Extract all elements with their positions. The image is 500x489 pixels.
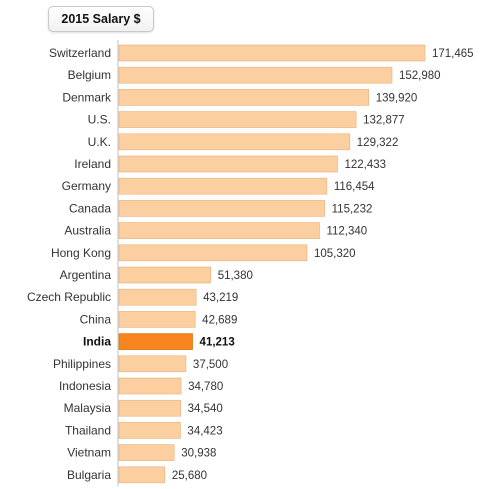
bar-malaysia	[118, 399, 181, 417]
value-label: 34,540	[188, 403, 223, 415]
category-label: Philippines	[53, 357, 111, 371]
bar-canada	[118, 200, 325, 217]
category-label: Ireland	[74, 157, 111, 171]
value-label: 43,219	[203, 292, 238, 304]
category-label: Australia	[64, 224, 111, 238]
bar-china	[118, 311, 196, 328]
value-label: 122,433	[344, 159, 386, 171]
category-label: Denmark	[62, 90, 112, 104]
category-label: India	[83, 335, 111, 349]
value-label: 115,232	[332, 203, 373, 215]
category-label: China	[80, 312, 112, 326]
bar-india	[118, 333, 193, 350]
value-label: 42,689	[202, 314, 237, 326]
bar-switzerland	[118, 44, 426, 62]
value-label: 116,454	[334, 181, 375, 193]
value-label: 132,877	[363, 115, 405, 127]
value-label: 25,680	[172, 470, 207, 482]
value-label: 37,500	[193, 359, 228, 371]
category-label: Czech Republic	[27, 290, 111, 304]
category-label: Belgium	[68, 68, 111, 82]
category-label: Switzerland	[49, 46, 111, 60]
bar-ireland	[118, 155, 338, 173]
bar-vietnam	[118, 444, 175, 461]
bar-australia	[118, 222, 320, 239]
bar-u-s-	[118, 111, 357, 128]
category-label: U.S.	[88, 113, 111, 127]
value-label: 105,320	[314, 248, 356, 260]
value-label: 34,423	[187, 425, 222, 437]
bar-czech-republic	[118, 288, 197, 306]
bar-germany	[118, 177, 328, 195]
category-label: Canada	[69, 201, 111, 215]
value-label: 152,980	[399, 70, 441, 82]
category-label: Hong Kong	[51, 246, 111, 260]
value-label: 171,465	[432, 48, 474, 60]
bar-philippines	[118, 355, 187, 373]
value-label: 34,780	[188, 381, 223, 393]
category-label: Thailand	[65, 423, 111, 437]
chart-title: 2015 Salary $	[48, 6, 154, 32]
value-label: 30,938	[181, 448, 216, 460]
category-label: U.K.	[88, 135, 111, 149]
category-label: Malaysia	[64, 401, 112, 415]
category-label: Bulgaria	[67, 468, 111, 482]
bar-hong-kong	[118, 244, 308, 262]
bar-denmark	[118, 89, 370, 106]
value-label: 51,380	[218, 270, 253, 282]
value-label: 139,920	[376, 92, 418, 104]
bar-argentina	[118, 266, 211, 284]
bar-u-k-	[118, 133, 351, 151]
category-label: Indonesia	[59, 379, 111, 393]
bar-indonesia	[118, 377, 182, 395]
category-label: Vietnam	[67, 446, 111, 460]
category-label: Argentina	[60, 268, 112, 282]
category-label: Germany	[62, 179, 111, 193]
bar-belgium	[118, 66, 393, 84]
bar-thailand	[118, 422, 181, 439]
value-label: 112,340	[326, 226, 367, 238]
value-label: 41,213	[200, 337, 235, 349]
value-label: 129,322	[357, 137, 399, 149]
bar-bulgaria	[118, 466, 166, 484]
